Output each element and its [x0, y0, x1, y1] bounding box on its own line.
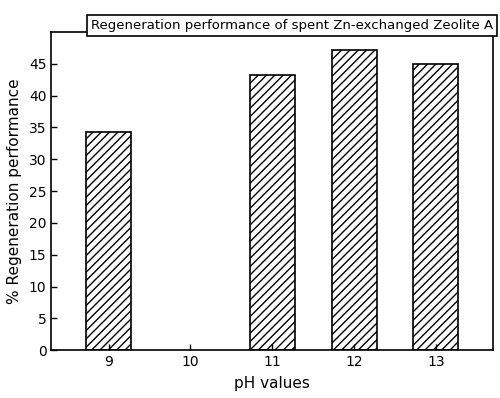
X-axis label: pH values: pH values [234, 376, 310, 391]
Bar [332, 50, 376, 350]
Y-axis label: % Regeneration performance: % Regeneration performance [7, 78, 22, 304]
Bar [414, 64, 459, 350]
Bar [250, 74, 294, 350]
Text: Regeneration performance of spent Zn-exchanged Zeolite A: Regeneration performance of spent Zn-exc… [91, 19, 493, 32]
Bar [86, 133, 131, 350]
